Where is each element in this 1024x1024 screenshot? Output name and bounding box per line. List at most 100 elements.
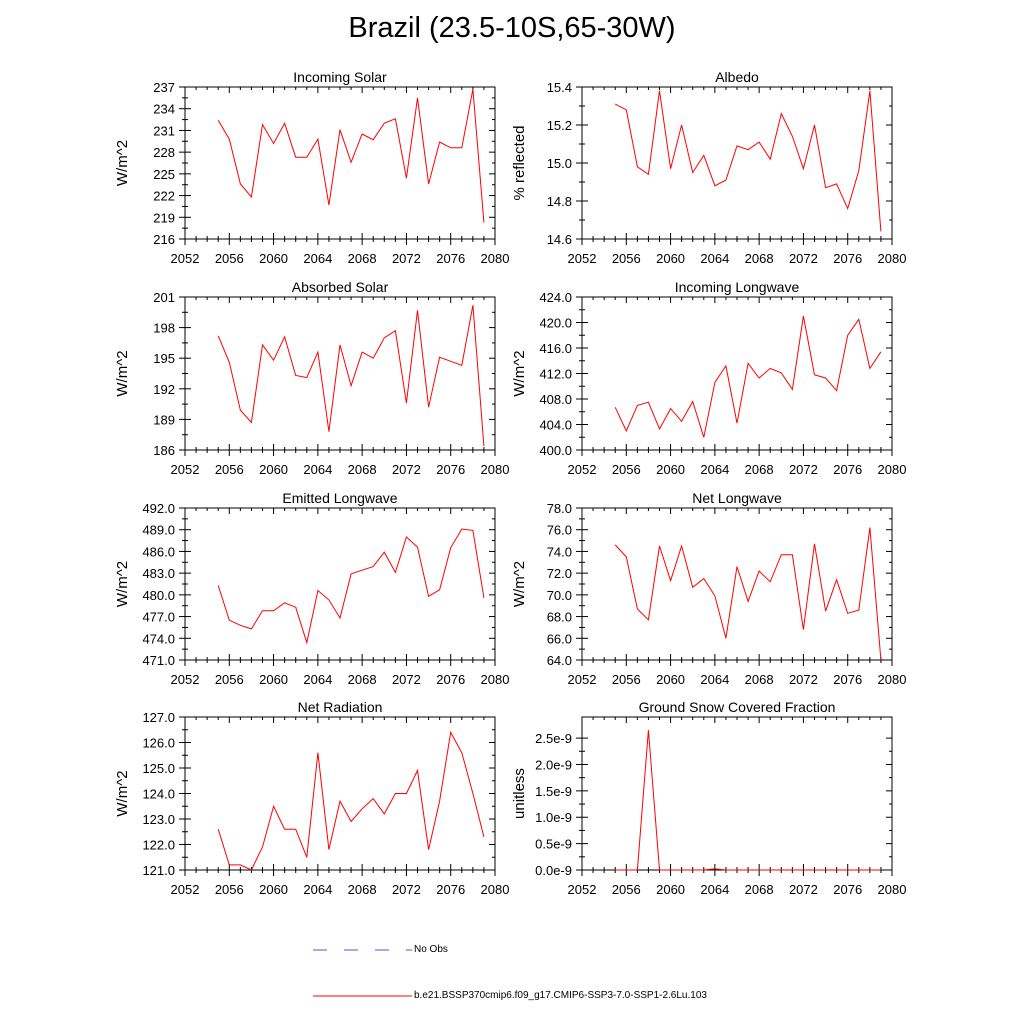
panel-2-xtick-label: 2068 <box>745 251 774 266</box>
panel-1-xtick-label: 2076 <box>436 251 465 266</box>
panel-2: Albedo % reflected 2052 2056 2060 2064 2068 207… <box>511 69 906 266</box>
panel-1-ytick-label: 219 <box>153 210 175 225</box>
panel-2-xtick-label: 2060 <box>656 251 685 266</box>
panel-2-ytick-label: 15.2 <box>547 118 572 133</box>
panel-7-xtick-label: 2068 <box>348 882 377 897</box>
panel-1: Incoming Solar W/m^2 2052 2056 2060 2064 2068 2… <box>114 69 509 266</box>
panel-3-ytick-label: 201 <box>153 290 175 305</box>
panel-7-ytick-label: 123.0 <box>142 812 175 827</box>
panel-1-ytick-label: 234 <box>153 102 175 117</box>
panel-8-ytick-label: 0.0e-9 <box>535 863 572 878</box>
panel-6-ytick-label: 64.0 <box>547 653 572 668</box>
panel-5-ytick-label: 474.0 <box>142 631 175 646</box>
panel-3-xtick-label: 2056 <box>215 462 244 477</box>
panel-2-xtick-label: 2080 <box>878 251 907 266</box>
panel-6-series-line <box>614 527 882 661</box>
panel-5-xtick-label: 2052 <box>171 672 200 687</box>
panel-5: Emitted Longwave W/m^2 2052 2056 2060 2064 206… <box>114 490 509 687</box>
panel-1-xtick-label: 2068 <box>348 251 377 266</box>
panel-6-xtick-label: 2076 <box>833 672 862 687</box>
panel-5-title: Emitted Longwave <box>282 490 397 506</box>
panel-2-ytick-label: 14.8 <box>547 194 572 209</box>
panel-2-ytick-label: 15.0 <box>547 156 572 171</box>
panel-6-ytick-label: 66.0 <box>547 631 572 646</box>
panel-5-xtick-label: 2064 <box>303 672 332 687</box>
panel-3-ytick-label: 186 <box>153 443 175 458</box>
panel-8-xtick-label: 2060 <box>656 882 685 897</box>
panel-8: Ground Snow Covered Fraction unitless 2052… <box>511 699 906 897</box>
panel-6-xtick-label: 2068 <box>745 672 774 687</box>
panel-6-frame <box>581 507 893 661</box>
panel-2-ytick-label: 14.6 <box>547 232 572 247</box>
panel-6-ytick-label: 72.0 <box>547 566 572 581</box>
panel-5-ytick-label: 492.0 <box>142 501 175 516</box>
panel-1-xtick-label: 2080 <box>481 251 510 266</box>
panel-3: Absorbed Solar W/m^2 2052 2056 2060 2064 2068 2… <box>114 279 509 477</box>
panel-8-xtick-label: 2072 <box>789 882 818 897</box>
panel-6-xtick-label: 2080 <box>878 672 907 687</box>
panel-7-ytick-label: 122.0 <box>142 838 175 853</box>
figure-title: Brazil (23.5-10S,65-30W) <box>348 12 676 44</box>
panel-1-xtick-label: 2072 <box>392 251 421 266</box>
panel-7-series-line <box>217 730 485 871</box>
panel-8-ytick-label: 0.5e-9 <box>535 837 572 852</box>
panel-4-xtick-label: 2068 <box>745 462 774 477</box>
panel-5-xtick-label: 2068 <box>348 672 377 687</box>
panel-6-xtick-label: 2060 <box>656 672 685 687</box>
panel-6: Net Longwave W/m^2 2052 2056 2060 2064 2068 207… <box>511 490 906 687</box>
panel-3-ytick-label: 195 <box>153 351 175 366</box>
panel-5-xtick-label: 2072 <box>392 672 421 687</box>
panel-4-xtick-label: 2060 <box>656 462 685 477</box>
panel-1-xtick-label: 2056 <box>215 251 244 266</box>
panel-3-ytick-label: 189 <box>153 412 175 427</box>
panel-8-xtick-label: 2068 <box>745 882 774 897</box>
panel-2-ylabel: % reflected <box>511 125 528 200</box>
panel-2-xtick-label: 2072 <box>789 251 818 266</box>
panel-2-title: Albedo <box>715 69 759 85</box>
panel-5-ytick-label: 489.0 <box>142 523 175 538</box>
panel-4-ytick-label: 408.0 <box>539 392 572 407</box>
panel-8-ytick-label: 2.0e-9 <box>535 757 572 772</box>
panel-4-ytick-label: 424.0 <box>539 290 572 305</box>
panel-4: Incoming Longwave W/m^2 2052 2056 2060 2064 20… <box>511 279 906 477</box>
panel-5-xtick-label: 2076 <box>436 672 465 687</box>
panel-1-series-line <box>217 89 485 223</box>
panel-8-title: Ground Snow Covered Fraction <box>639 699 836 715</box>
panel-6-xtick-label: 2052 <box>568 672 597 687</box>
panel-1-title: Incoming Solar <box>293 69 387 85</box>
panel-8-ytick-label: 1.0e-9 <box>535 810 572 825</box>
panel-5-ytick-label: 483.0 <box>142 566 175 581</box>
panel-5-xtick-label: 2056 <box>215 672 244 687</box>
panel-2-xtick-label: 2064 <box>700 251 729 266</box>
panel-4-ytick-label: 400.0 <box>539 443 572 458</box>
panel-8-xtick-label: 2076 <box>833 882 862 897</box>
panel-7-xtick-label: 2064 <box>303 882 332 897</box>
panel-3-ylabel: W/m^2 <box>114 350 131 396</box>
panel-4-xtick-label: 2080 <box>878 462 907 477</box>
panel-5-ytick-label: 477.0 <box>142 610 175 625</box>
panel-2-xtick-label: 2052 <box>568 251 597 266</box>
panel-7-xtick-label: 2072 <box>392 882 421 897</box>
panel-7-xtick-label: 2076 <box>436 882 465 897</box>
panel-3-ytick-label: 192 <box>153 382 175 397</box>
panel-3-xtick-label: 2080 <box>481 462 510 477</box>
panel-2-ytick-label: 15.4 <box>547 80 572 95</box>
panel-1-frame <box>184 86 496 240</box>
panel-4-ytick-label: 404.0 <box>539 418 572 433</box>
panel-1-xtick-label: 2064 <box>303 251 332 266</box>
panel-5-xtick-label: 2080 <box>481 672 510 687</box>
panel-4-ytick-label: 416.0 <box>539 341 572 356</box>
panel-7-xtick-label: 2080 <box>481 882 510 897</box>
panel-7: Net Radiation W/m^2 2052 2056 2060 2064 2068 20… <box>114 699 509 897</box>
panel-4-ytick-label: 420.0 <box>539 316 572 331</box>
legend-series-label: b.e21.BSSP370cmip6.f09_g17.CMIP6-SSP3-7.… <box>414 990 707 1001</box>
panel-4-xtick-label: 2056 <box>612 462 641 477</box>
panel-2-series-line <box>614 90 882 232</box>
panel-4-ylabel: W/m^2 <box>511 350 528 396</box>
panel-3-xtick-label: 2076 <box>436 462 465 477</box>
panel-3-series-line <box>217 305 485 446</box>
panel-6-ytick-label: 76.0 <box>547 523 572 538</box>
panel-1-xtick-label: 2052 <box>171 251 200 266</box>
panel-7-xtick-label: 2052 <box>171 882 200 897</box>
panel-2-xtick-label: 2076 <box>833 251 862 266</box>
